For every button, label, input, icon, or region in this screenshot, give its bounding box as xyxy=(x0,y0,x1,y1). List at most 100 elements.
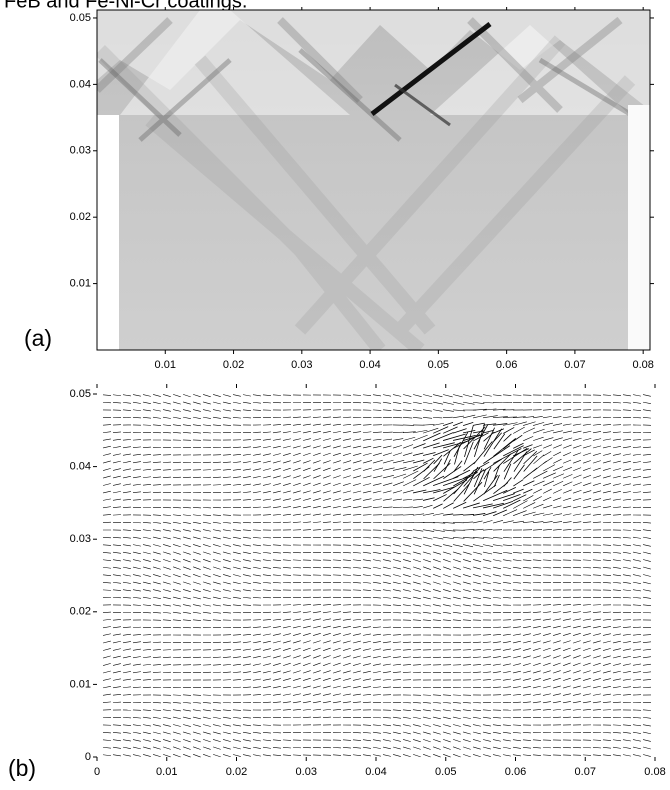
quiver-arrow xyxy=(183,702,191,703)
quiver-arrow xyxy=(153,544,161,546)
quiver-arrow xyxy=(403,559,411,561)
quiver-arrow xyxy=(193,530,201,532)
quiver-arrow xyxy=(143,725,151,726)
quiver-arrow xyxy=(213,650,221,651)
quiver-arrow xyxy=(353,732,361,733)
quiver-arrow xyxy=(413,702,421,703)
quiver-arrow xyxy=(103,732,111,733)
quiver-arrow xyxy=(403,649,411,650)
y-tick-label: 0.03 xyxy=(70,533,91,545)
quiver-arrow xyxy=(283,619,291,620)
quiver-arrow xyxy=(263,582,271,583)
quiver-arrow xyxy=(153,402,161,404)
quiver-arrow xyxy=(243,747,251,749)
quiver-arrow xyxy=(103,626,111,627)
quiver-arrow xyxy=(543,747,551,748)
quiver-arrow xyxy=(533,740,541,741)
quiver-arrow xyxy=(113,740,121,741)
quiver-arrow xyxy=(303,431,311,433)
quiver-arrow xyxy=(213,620,221,621)
quiver-arrow xyxy=(173,522,181,523)
quiver-arrow xyxy=(263,515,271,516)
quiver-arrow xyxy=(473,672,481,673)
quiver-arrow xyxy=(573,604,581,605)
quiver-arrow xyxy=(283,476,291,478)
quiver-arrow xyxy=(633,567,641,569)
quiver-arrow xyxy=(443,582,451,584)
quiver-arrow xyxy=(173,537,181,539)
quiver-arrow xyxy=(143,454,151,455)
quiver-arrow xyxy=(353,461,361,464)
quiver-arrow xyxy=(183,612,191,613)
quiver-arrow xyxy=(233,469,241,470)
quiver-arrow xyxy=(523,502,535,508)
quiver-arrow xyxy=(633,740,641,742)
quiver-arrow xyxy=(253,679,261,680)
quiver-arrow xyxy=(143,395,151,397)
quiver-arrow xyxy=(533,702,541,703)
quiver-arrow xyxy=(493,672,501,673)
quiver-arrow xyxy=(413,665,421,666)
quiver-arrow xyxy=(403,664,411,665)
quiver-arrow xyxy=(203,425,211,426)
quiver-arrow xyxy=(323,648,331,651)
quiver-arrow xyxy=(643,717,651,718)
quiver-arrow xyxy=(213,425,221,426)
quiver-arrow xyxy=(153,657,161,658)
quiver-arrow xyxy=(303,717,311,718)
quiver-arrow xyxy=(373,507,382,508)
quiver-arrow xyxy=(483,567,491,569)
quiver-arrow xyxy=(373,664,381,666)
quiver-arrow xyxy=(393,537,401,538)
quiver-arrow xyxy=(533,656,541,658)
quiver-arrow xyxy=(423,620,431,621)
quiver-arrow xyxy=(603,424,611,425)
quiver-arrow xyxy=(213,739,221,741)
quiver-arrow xyxy=(473,582,481,584)
quiver-arrow xyxy=(413,460,424,463)
quiver-arrow xyxy=(433,537,443,539)
quiver-arrow xyxy=(533,552,541,553)
quiver-arrow xyxy=(233,717,241,718)
quiver-arrow xyxy=(313,655,321,658)
quiver-arrow xyxy=(333,626,341,628)
quiver-arrow xyxy=(423,402,432,404)
quiver-arrow xyxy=(543,529,552,530)
quiver-arrow xyxy=(313,671,321,674)
quiver-arrow xyxy=(293,709,301,710)
quiver-arrow xyxy=(573,701,581,702)
quiver-arrow xyxy=(363,590,371,591)
quiver-arrow xyxy=(123,634,131,635)
x-tick-label: 0.03 xyxy=(296,766,317,778)
quiver-arrow xyxy=(643,642,651,643)
x-tick-label: 0.05 xyxy=(428,359,449,371)
quiver-arrow xyxy=(423,424,434,425)
quiver-arrow xyxy=(213,515,221,516)
quiver-arrow xyxy=(503,740,511,741)
quiver-arrow xyxy=(613,545,621,546)
quiver-arrow xyxy=(103,567,111,568)
quiver-arrow xyxy=(553,626,561,628)
quiver-arrow xyxy=(433,732,441,734)
quiver-arrow xyxy=(593,560,601,561)
quiver-arrow xyxy=(464,482,482,501)
quiver-arrow xyxy=(343,552,351,553)
quiver-arrow xyxy=(283,641,291,643)
quiver-arrow xyxy=(193,695,201,696)
quiver-arrow xyxy=(403,437,415,440)
quiver-arrow xyxy=(263,634,271,635)
quiver-arrow xyxy=(153,612,161,613)
quiver-arrow xyxy=(583,483,591,486)
quiver-arrow xyxy=(293,626,301,628)
quiver-arrow xyxy=(463,657,471,658)
quiver-arrow xyxy=(523,575,531,576)
quiver-arrow xyxy=(153,574,161,576)
quiver-arrow xyxy=(383,483,392,486)
quiver-arrow xyxy=(543,567,551,568)
quiver-arrow xyxy=(213,559,221,561)
quiver-arrow xyxy=(103,663,111,665)
quiver-arrow xyxy=(323,717,331,718)
x-tick-label: 0.07 xyxy=(575,766,596,778)
quiver-arrow xyxy=(223,394,231,396)
quiver-arrow xyxy=(583,475,591,478)
